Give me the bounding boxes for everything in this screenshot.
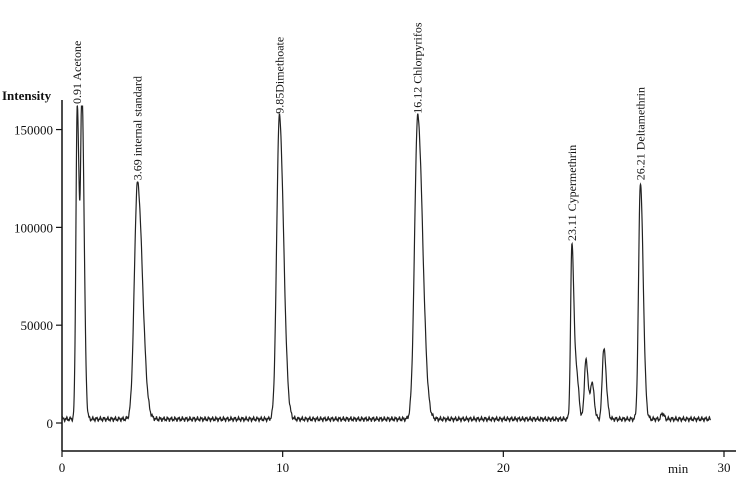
peak-label: 26.21 Deltamethrin (633, 87, 647, 180)
x-tick-label: 0 (59, 460, 66, 475)
y-tick-label: 50000 (21, 318, 54, 333)
y-tick-label: 100000 (14, 220, 53, 235)
peak-label: 16.12 Chlorpyrifos (411, 22, 425, 114)
x-axis-title: min (668, 461, 689, 476)
x-tick-label: 20 (497, 460, 510, 475)
peak-label: 0.91 Acetone (70, 41, 84, 104)
peak-label: 23.11 Cypermethrin (565, 145, 579, 241)
x-ticks: 0 10 20 30 (59, 451, 731, 475)
y-axis-title: Intensity (2, 88, 52, 103)
axes (61, 100, 736, 452)
peak-label: 9.85Dimethoate (272, 37, 286, 114)
y-tick-label: 0 (47, 416, 54, 431)
chromatogram-trace (61, 105, 712, 424)
peak-labels: 0.91 Acetone 3.69 internal standard 9.85Di… (70, 22, 647, 241)
y-ticks: 0 50000 100000 150000 (14, 123, 62, 431)
x-tick-label: 30 (718, 460, 731, 475)
peak-label: 3.69 internal standard (130, 76, 144, 180)
x-tick-label: 10 (276, 460, 289, 475)
y-tick-label: 150000 (14, 123, 53, 138)
